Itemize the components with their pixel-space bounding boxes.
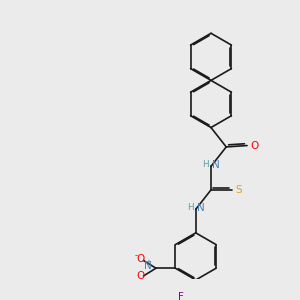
Text: N: N: [212, 160, 220, 170]
Text: S: S: [235, 185, 242, 195]
Text: N: N: [144, 261, 152, 271]
Text: F: F: [178, 292, 183, 300]
Text: H: H: [187, 203, 194, 212]
Text: O: O: [250, 140, 259, 151]
Text: +: +: [145, 259, 151, 265]
Text: H: H: [202, 160, 209, 169]
Text: O: O: [136, 271, 145, 281]
Text: O: O: [136, 254, 145, 264]
Text: -: -: [134, 251, 137, 260]
Text: N: N: [197, 203, 205, 213]
